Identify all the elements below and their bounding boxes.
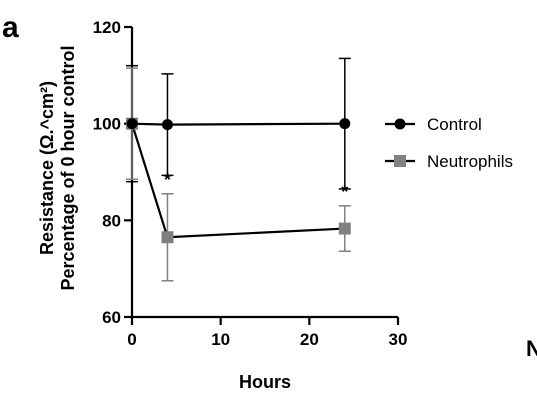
y-axis-title-line-1: Resistance (Ω.^cm²): [37, 81, 57, 255]
series-group: [126, 57, 351, 282]
x-axis-title: Hours: [239, 372, 291, 392]
y-tick-label: 60: [102, 308, 121, 327]
legend-item-control: Control: [385, 115, 482, 134]
panel-label: a: [2, 11, 19, 44]
significance-marker: *: [164, 170, 171, 190]
x-tick-label: 0: [127, 330, 136, 349]
annotations: **: [164, 170, 348, 202]
y-axis-title: Resistance (Ω.^cm²) Percentage of 0 hour…: [37, 45, 78, 290]
y-ticks: 60 80 100 120: [93, 18, 132, 327]
y-tick-label: 100: [93, 115, 121, 134]
y-axis-title-line-2: Percentage of 0 hour control: [58, 45, 78, 290]
data-point: [161, 119, 173, 131]
legend-item-neutrophils: Neutrophils: [385, 152, 513, 171]
y-tick-label: 80: [102, 211, 121, 230]
series-neutrophils: [126, 117, 351, 244]
legend-marker: [394, 155, 406, 167]
series-neutrophils-errorbars: [126, 67, 351, 282]
legend-label: Neutrophils: [427, 152, 513, 171]
data-point: [338, 222, 351, 235]
y-tick-label: 120: [93, 18, 121, 37]
x-ticks: 0 10 20 30: [127, 317, 407, 349]
x-tick-label: 30: [389, 330, 408, 349]
data-point: [126, 118, 138, 130]
legend-label: Control: [427, 115, 482, 134]
data-point: [161, 231, 174, 244]
x-tick-label: 10: [211, 330, 230, 349]
legend-marker: [394, 118, 406, 130]
significance-marker: *: [341, 182, 348, 202]
data-point: [339, 118, 351, 130]
series-control: [126, 118, 351, 131]
axes: [130, 27, 398, 319]
legend: Control Neutrophils: [385, 115, 513, 171]
x-tick-label: 20: [300, 330, 319, 349]
cropped-text: N: [526, 336, 537, 361]
